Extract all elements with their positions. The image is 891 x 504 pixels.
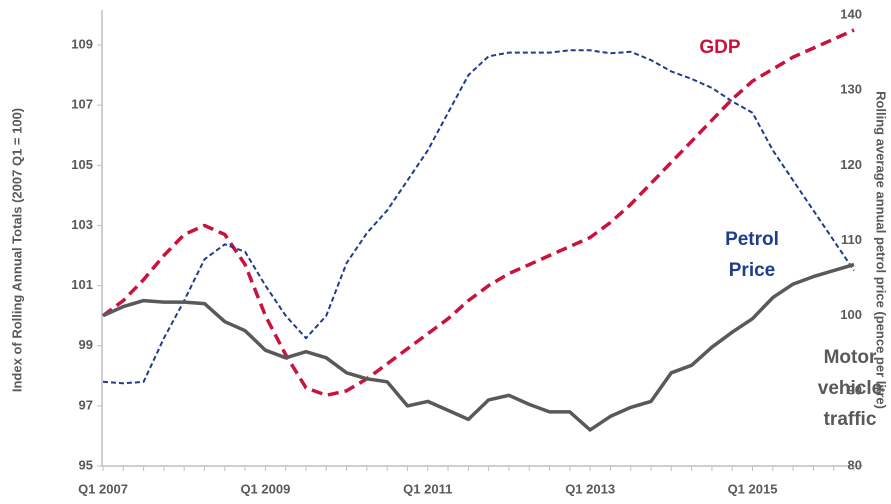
y-tick-label: 103 (71, 217, 93, 232)
y-tick-label: 109 (71, 37, 93, 52)
series-label: Petrol Price (725, 229, 779, 281)
y-tick-label: 105 (71, 157, 93, 172)
x-tick-label: Q1 2015 (728, 481, 778, 496)
y2-tick-label: 140 (840, 6, 862, 21)
series-line (102, 262, 855, 432)
series-label: GDP (699, 37, 741, 58)
series-label-line: Petrol (725, 229, 779, 250)
y2-axis-title: Rolling average annual petrol price (pen… (874, 91, 889, 409)
y2-tick-label: 130 (840, 82, 862, 97)
series-label-line: traffic (824, 409, 877, 430)
y-tick-label: 97 (79, 397, 93, 412)
y2-tick-label: 110 (841, 232, 862, 247)
y-tick-label: 101 (71, 277, 93, 292)
y-tick-label: 99 (79, 337, 93, 352)
y2-tick-label: 90 (848, 382, 862, 397)
series-label-line: GDP (699, 37, 741, 58)
y-tick-label: 95 (79, 457, 93, 472)
y2-tick-label: 120 (840, 157, 862, 172)
y2-tick-label: 80 (848, 457, 862, 472)
y2-tick-label: 100 (840, 307, 862, 322)
x-tick-label: Q1 2013 (565, 481, 615, 496)
series-label-line: vehicle (818, 378, 882, 399)
x-tick-label: Q1 2009 (240, 481, 290, 496)
x-tick-label: Q1 2011 (403, 481, 452, 496)
y-tick-label: 107 (71, 97, 93, 112)
series-label-line: Motor (824, 347, 877, 368)
series-line (101, 28, 855, 398)
series-label-line: Price (729, 260, 775, 281)
x-tick-label: Q1 2007 (78, 481, 128, 496)
series-label: Motor vehicle traffic (818, 347, 882, 430)
series-line (102, 49, 855, 385)
y-axis-title: Index of Rolling Annual Totals (2007 Q1 … (9, 108, 24, 392)
